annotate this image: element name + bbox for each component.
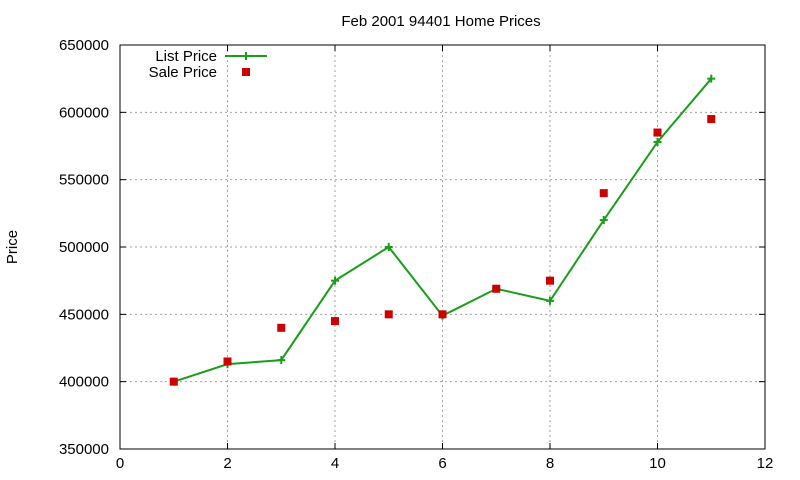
y-tick-label: 500000 <box>59 239 109 256</box>
chart-title: Feb 2001 94401 Home Prices <box>341 13 540 30</box>
data-point <box>546 296 554 305</box>
data-point <box>546 276 554 285</box>
x-tick-label: 2 <box>223 455 231 472</box>
data-point <box>384 243 393 251</box>
y-axis-label: Price <box>4 230 21 264</box>
axes: 0 2 4 6 8 10 12 350000 400000 450000 500000 550000 6… <box>59 37 773 472</box>
data-point <box>599 189 608 198</box>
x-tick-label: 6 <box>438 455 446 472</box>
x-tick-label: 10 <box>649 455 666 472</box>
legend-label: List Price <box>155 48 217 65</box>
data-point <box>653 128 662 137</box>
series-layer <box>169 74 716 386</box>
data-point <box>707 74 716 83</box>
y-tick-label: 650000 <box>59 37 109 54</box>
data-point <box>331 276 339 285</box>
data-point <box>599 216 608 225</box>
y-tick-label: 400000 <box>59 374 109 391</box>
data-point <box>653 137 662 146</box>
x-tick-label: 4 <box>331 455 339 472</box>
y-tick-label: 600000 <box>59 104 109 121</box>
grid <box>120 45 765 449</box>
data-point <box>277 323 286 332</box>
data-point <box>169 377 178 386</box>
legend-swatch-marker <box>242 68 250 76</box>
y-tick-label: 450000 <box>59 306 109 323</box>
data-point <box>492 284 501 293</box>
data-point <box>277 356 286 365</box>
data-point <box>707 115 716 124</box>
legend-swatch-marker <box>242 52 250 60</box>
x-tick-label: 0 <box>116 455 124 472</box>
series-sale-price <box>169 115 716 386</box>
data-point <box>438 310 447 319</box>
y-tick-label: 550000 <box>59 172 109 189</box>
x-tick-label: 8 <box>546 455 554 472</box>
data-point <box>331 317 339 326</box>
y-tick-label: 350000 <box>59 441 109 458</box>
legend-label: Sale Price <box>149 64 217 81</box>
data-point <box>223 357 232 366</box>
data-point <box>384 310 393 319</box>
x-tick-label: 12 <box>757 455 774 472</box>
